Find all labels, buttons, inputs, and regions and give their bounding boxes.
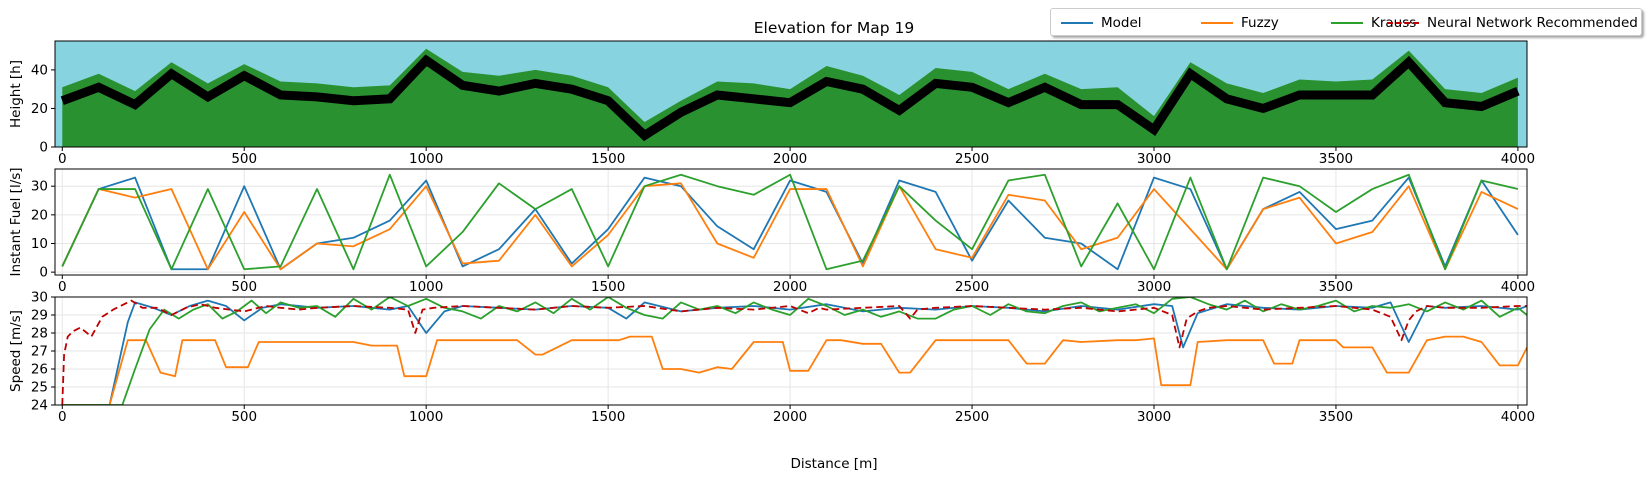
plot-area bbox=[55, 169, 1527, 275]
x-tick-label: 4000 bbox=[1501, 279, 1535, 295]
x-tick-label: 3000 bbox=[1137, 279, 1171, 295]
x-tick-label: 4000 bbox=[1501, 151, 1535, 167]
y-tick-label: 24 bbox=[31, 398, 48, 414]
x-tick-label: 2500 bbox=[955, 279, 989, 295]
x-tick-label: 4000 bbox=[1501, 409, 1535, 425]
legend-label-model: Model bbox=[1101, 15, 1142, 31]
x-tick-label: 2500 bbox=[955, 409, 989, 425]
x-tick-label: 3000 bbox=[1137, 151, 1171, 167]
x-tick-label: 1500 bbox=[591, 151, 625, 167]
chart-title: Elevation for Map 19 bbox=[754, 19, 915, 37]
x-tick-label: 1500 bbox=[591, 409, 625, 425]
legend-label-nn: Neural Network Recommended bbox=[1427, 15, 1638, 31]
legend-item-model: Model bbox=[1061, 14, 1142, 32]
x-tick-label: 3000 bbox=[1137, 409, 1171, 425]
x-tick-label: 1000 bbox=[409, 279, 443, 295]
elevation-panel: 0 500 1000 1500 2000 2500 3000 3500 4000 0 20 40 Hei… bbox=[8, 40, 1535, 167]
series-line-krauss bbox=[61, 173, 1519, 271]
x-axis-label: Distance [m] bbox=[790, 456, 877, 472]
x-tick-label: 500 bbox=[231, 279, 257, 295]
y-axis-label: Speed [m/s] bbox=[8, 310, 24, 392]
x-tick-label: 2000 bbox=[773, 151, 807, 167]
y-axis-label: Instant Fuel [l/s] bbox=[8, 167, 24, 276]
y-tick-label: 0 bbox=[39, 265, 48, 281]
series-line-fuzzy bbox=[62, 335, 1527, 405]
y-tick-label: 20 bbox=[31, 101, 48, 117]
plot-area bbox=[55, 41, 1527, 147]
series-line-krauss bbox=[62, 297, 1527, 405]
x-tick-label: 500 bbox=[231, 409, 257, 425]
y-tick-label: 29 bbox=[31, 308, 48, 324]
legend-swatch-fuzzy bbox=[1201, 22, 1233, 24]
x-tick-label: 3500 bbox=[1319, 409, 1353, 425]
legend-item-fuzzy: Fuzzy bbox=[1201, 14, 1279, 32]
x-tick-label: 0 bbox=[58, 409, 67, 425]
axes-frame bbox=[54, 168, 1528, 276]
x-tick-label: 3500 bbox=[1319, 279, 1353, 295]
legend: Model Fuzzy Krauss Neural Network Recomm… bbox=[1050, 8, 1642, 36]
series-line-fuzzy bbox=[61, 182, 1519, 271]
legend-swatch-krauss bbox=[1331, 22, 1363, 24]
legend-item-nn: Neural Network Recommended bbox=[1387, 14, 1638, 32]
series-line-model bbox=[62, 299, 1527, 405]
y-tick-label: 28 bbox=[31, 326, 48, 342]
x-tick-label: 1000 bbox=[409, 409, 443, 425]
x-tick-label: 2000 bbox=[773, 279, 807, 295]
y-tick-label: 26 bbox=[31, 362, 48, 378]
axes-frame bbox=[54, 40, 1528, 148]
y-axis-label: Height [h] bbox=[8, 60, 24, 128]
road-line bbox=[60, 54, 1520, 142]
y-tick-label: 0 bbox=[39, 140, 48, 156]
x-tick-label: 0 bbox=[58, 151, 67, 167]
y-tick-label: 25 bbox=[31, 380, 48, 396]
x-tick-label: 500 bbox=[231, 151, 257, 167]
legend-swatch-model bbox=[1061, 22, 1093, 24]
legend-label-fuzzy: Fuzzy bbox=[1241, 15, 1279, 31]
series-line-neural-network-recommended bbox=[61, 299, 1527, 405]
x-tick-label: 1500 bbox=[591, 279, 625, 295]
legend-swatch-nn bbox=[1387, 22, 1419, 24]
x-tick-label: 1000 bbox=[409, 151, 443, 167]
y-tick-label: 27 bbox=[31, 344, 48, 360]
y-tick-label: 30 bbox=[31, 179, 48, 195]
fuel-panel: 0 500 1000 1500 2000 2500 3000 3500 4000 0 10 20 30 I… bbox=[8, 167, 1535, 295]
y-tick-label: 40 bbox=[31, 62, 48, 78]
x-tick-label: 3500 bbox=[1319, 151, 1353, 167]
y-tick-label: 20 bbox=[31, 207, 48, 223]
x-tick-label: 0 bbox=[58, 279, 67, 295]
y-tick-label: 10 bbox=[31, 236, 48, 252]
y-tick-label: 30 bbox=[31, 290, 48, 306]
x-tick-label: 2500 bbox=[955, 151, 989, 167]
x-tick-label: 2000 bbox=[773, 409, 807, 425]
plot-area bbox=[55, 297, 1527, 405]
speed-panel: 0 500 1000 1500 2000 2500 3000 3500 4000 24 25 26 27… bbox=[8, 290, 1535, 426]
